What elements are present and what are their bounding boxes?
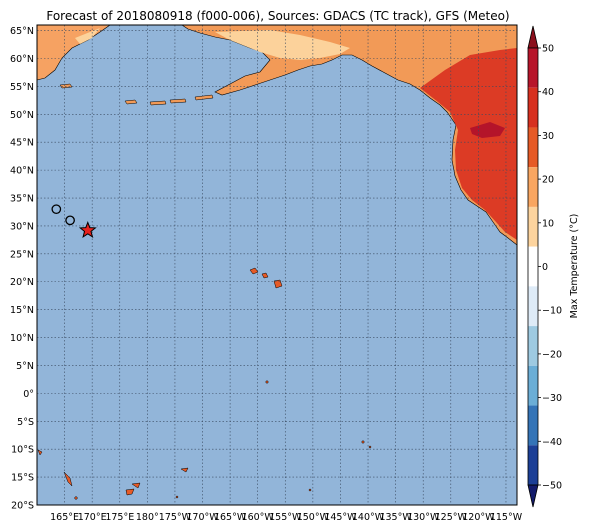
colorbar-segment	[528, 167, 538, 207]
interior-hot-core	[470, 122, 505, 138]
lon-tick-label: 130°W	[407, 512, 440, 523]
gridlines	[37, 25, 517, 506]
colorbar-tick-label: 40	[542, 87, 554, 98]
lon-tick-label: 150°W	[297, 512, 330, 523]
lon-tick-label: 135°W	[379, 512, 412, 523]
lat-tick-label: 5°N	[16, 361, 34, 372]
lon-tick-label: 170°W	[186, 512, 219, 523]
lat-tick-label: 55°N	[10, 82, 34, 93]
lat-tick-label: 10°N	[10, 333, 34, 344]
colorbar-segment	[528, 326, 538, 366]
past-position-marker	[65, 215, 75, 226]
lat-tick-label: 40°N	[10, 166, 34, 177]
lon-tick-label: 145°W	[324, 512, 357, 523]
lat-tick-label: 45°N	[10, 138, 34, 149]
lat-tick-label: 50°N	[10, 110, 34, 121]
colorbar-extend-max	[527, 25, 539, 49]
current-position-star	[78, 221, 97, 239]
colorbar-label: Max Temperature (°C)	[569, 214, 580, 319]
past-position-marker	[51, 204, 62, 215]
lon-tick-label: 140°W	[352, 512, 385, 523]
lon-tick-label: 180°	[136, 512, 159, 523]
lon-tick-label: 165°W	[214, 512, 247, 523]
map-panel: 65°N 60°N 55°N 50°N 45°N 40°N 35°N 30°N 25°N 20°N…	[10, 24, 523, 523]
colorbar-segment	[528, 286, 538, 327]
colorbar-tick-label: −10	[542, 306, 562, 317]
lat-tick-label: 0°	[23, 389, 34, 400]
colorbar-tick-label: −30	[542, 393, 562, 404]
colorbar-segment	[528, 87, 538, 128]
colorbar-segment	[528, 445, 538, 485]
aleutian-islands	[59, 83, 214, 106]
colorbar-segment	[528, 365, 538, 406]
asia-warm-strip	[75, 28, 100, 44]
lon-tick-label: 155°W	[269, 512, 302, 523]
lon-tick-label: 175°W	[159, 512, 192, 523]
colorbar-segment	[528, 48, 538, 88]
colorbar: 50 40 30 20 10 0 −10 −20 −30 −40 −50	[527, 25, 562, 508]
colorbar-segment	[528, 405, 538, 446]
lat-tick-label: 20°N	[10, 277, 34, 288]
colorbar-tick-label: −50	[542, 481, 562, 492]
lon-tick-label: 120°W	[462, 512, 495, 523]
lat-tick-label: 15°S	[11, 473, 34, 484]
lat-tick-label: 65°N	[10, 26, 34, 37]
alaska-warm-interior	[215, 30, 350, 60]
lat-tick-label: 30°N	[10, 221, 34, 232]
colorbar-tick-label: 10	[542, 218, 554, 229]
colorbar-extend-min	[527, 484, 539, 508]
figure-title: Forecast of 2018080918 (f000-006), Sourc…	[46, 9, 509, 23]
ocean-background	[37, 25, 517, 505]
lat-tick-label: 5°S	[17, 417, 34, 428]
colorbar-tick-label: 50	[542, 44, 554, 55]
lon-tick-label: 115°W	[490, 512, 523, 523]
colorbar-tick-label: 20	[542, 175, 554, 186]
lon-tick-label: 125°W	[435, 512, 468, 523]
tc-track	[51, 204, 97, 239]
colorbar-tick-label: −40	[542, 437, 562, 448]
lat-tick-label: 20°S	[11, 501, 34, 512]
colorbar-tick-label: 0	[542, 262, 548, 273]
map-frame	[36, 24, 518, 506]
lat-tick-label: 35°N	[10, 194, 34, 205]
latitude-labels: 65°N 60°N 55°N 50°N 45°N 40°N 35°N 30°N 25°N 20°N…	[10, 26, 34, 511]
colorbar-tick-label: −20	[542, 349, 562, 360]
colorbar-segment	[528, 206, 538, 247]
lat-tick-label: 60°N	[10, 54, 34, 65]
colorbar-segment	[528, 246, 538, 287]
lon-tick-label: 165°E	[50, 512, 79, 523]
asia-land	[36, 24, 111, 81]
lon-tick-label: 160°W	[242, 512, 275, 523]
colorbar-segment	[528, 127, 538, 168]
lon-tick-label: 175°E	[105, 512, 134, 523]
lon-tick-label: 170°E	[78, 512, 107, 523]
lat-tick-label: 15°N	[10, 305, 34, 316]
colorbar-tick-label: 30	[542, 131, 554, 142]
lat-tick-label: 25°N	[10, 249, 34, 260]
canada-hot-region	[420, 48, 517, 240]
lat-tick-label: 10°S	[11, 445, 34, 456]
